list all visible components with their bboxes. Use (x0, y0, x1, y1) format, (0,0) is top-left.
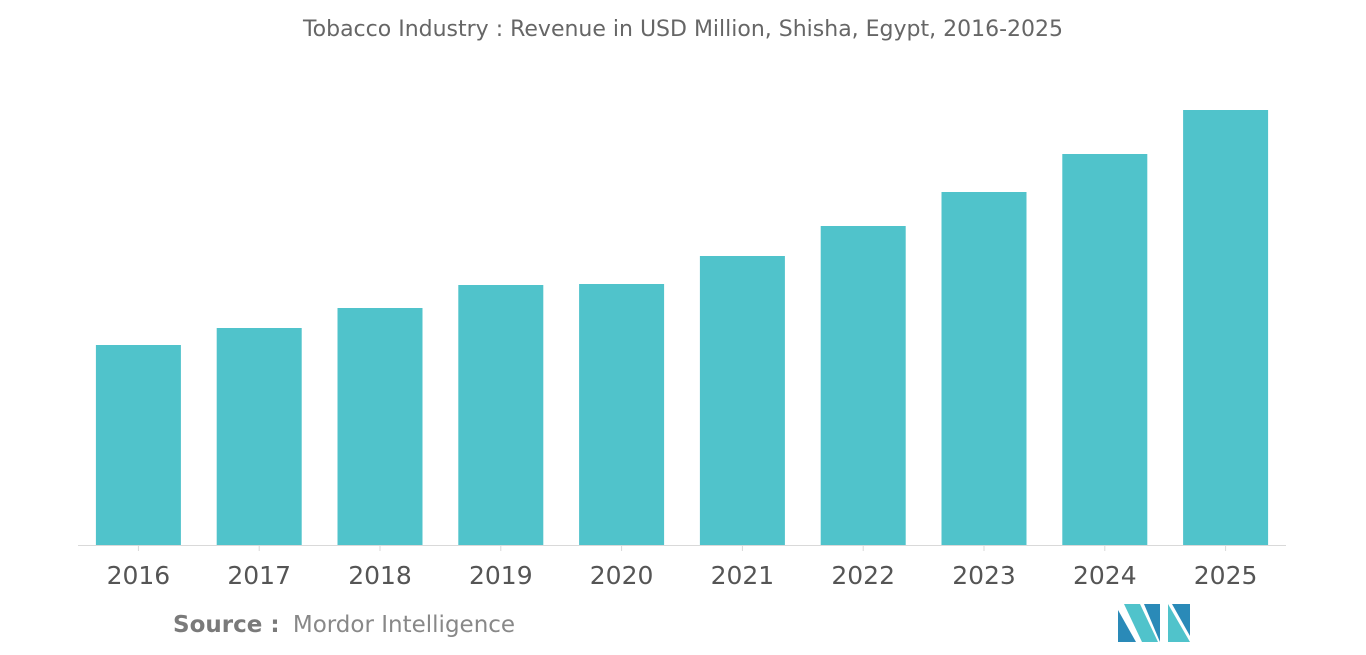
x-tick-label-2025: 2025 (1194, 561, 1258, 590)
bar-2016 (95, 345, 181, 545)
x-tick-labels: 2016 2017 2018 2019 2020 2021 2022 2023 2024 2025 (107, 561, 1258, 590)
source-prefix: Source : (173, 612, 280, 638)
x-tick-label-2021: 2021 (711, 561, 775, 590)
bar-2018 (337, 308, 423, 545)
x-tick-label-2019: 2019 (469, 561, 533, 590)
x-tick-label-2020: 2020 (590, 561, 654, 590)
bar-2022 (820, 226, 906, 545)
x-tick-label-2018: 2018 (348, 561, 412, 590)
source-line: Source : Mordor Intelligence (173, 612, 515, 638)
bar-2025 (1183, 110, 1269, 545)
chart-title: Tobacco Industry : Revenue in USD Millio… (302, 17, 1063, 42)
bar-2019 (458, 285, 544, 545)
x-tick-label-2016: 2016 (107, 561, 171, 590)
bar-2020 (579, 284, 665, 545)
mordor-logo (1118, 604, 1190, 642)
x-tick-label-2017: 2017 (227, 561, 291, 590)
x-tick-label-2022: 2022 (831, 561, 895, 590)
bar-2023 (941, 192, 1027, 545)
x-tick-label-2024: 2024 (1073, 561, 1137, 590)
bars-group (95, 110, 1269, 545)
source-name: Mordor Intelligence (293, 612, 515, 638)
x-axis (78, 545, 1286, 551)
x-tick-label-2023: 2023 (952, 561, 1016, 590)
bar-2024 (1062, 154, 1148, 545)
bar-2021 (699, 256, 785, 545)
bar-2017 (216, 328, 302, 545)
